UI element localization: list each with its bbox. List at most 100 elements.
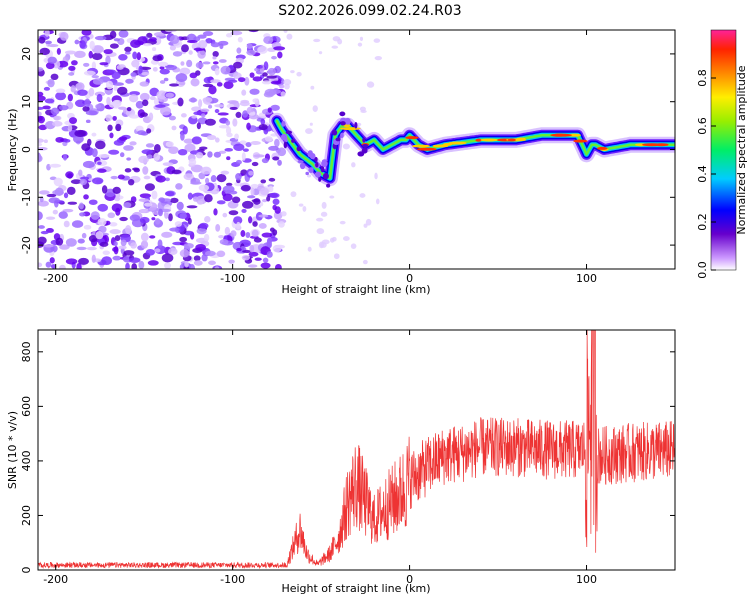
spectrogram-noise-blob [67,124,73,132]
spectrogram-noise-blob [139,81,150,87]
spectrogram-noise-blob [126,106,132,112]
spectrogram-noise-blob [146,128,152,134]
colorbar-tick-label: 0.6 [696,117,709,135]
spectrogram-noise-blob [190,181,202,185]
spectrogram-noise-blob [269,89,281,95]
spectrogram-noise-blob [52,209,58,215]
spectrogram-noise-blob [148,112,154,121]
spectrogram-noise-blob [214,137,220,143]
spectrogram-noise-blob [88,199,98,205]
spectrogram-noise-blob [268,145,279,151]
spectrogram-noise-blob [118,53,128,61]
spectrogram-noise-blob [326,183,331,188]
spectrogram-noise-blob [242,200,254,209]
spectrogram-noise-blob [299,162,306,170]
spectrogram-noise-blob [200,166,212,175]
snr-ytick-label: 0 [20,567,33,574]
spectrogram-noise-blob [39,47,50,56]
spectrogram-noise-blob [98,154,110,158]
spectrogram-noise-blob [71,220,84,228]
spectrogram-noise-blob [95,104,102,109]
spectrogram-noise-blob [216,250,226,258]
spectrogram-noise-blob [374,56,382,61]
spectrogram-noise-blob [38,138,45,143]
spectrogram-noise-blob [38,200,49,207]
spectrogram-noise-blob [198,184,210,192]
spectrogram-noise-blob [145,143,155,148]
spectrogram-noise-blob [339,220,346,225]
spectrogram-noise-blob [82,105,90,112]
spectrogram-noise-blob [278,221,285,228]
spectrogram-noise-blob [257,46,268,54]
spectrogram-noise-blob [107,124,113,132]
spectrogram-noise-blob [296,146,302,152]
spectrogram-noise-blob [354,121,358,129]
spectrogram-noise-blob [202,31,214,37]
spectrogram-noise-blob [277,51,283,59]
spectrogram-noise-blob [38,115,46,124]
spectrogram-noise-blob [197,49,206,59]
spectrogram-noise-blob [234,133,239,140]
spectrogram-noise-blob [233,61,243,69]
figure-title: S202.2026.099.02.24.R03 [278,3,461,19]
spectrogram-noise-blob [180,61,185,66]
spectrogram-noise-blob [235,173,242,181]
spectrogram-noise-blob [188,97,198,103]
spectrogram-noise-blob [38,95,46,102]
spectrogram-noise-blob [70,179,82,185]
spectrogram-noise-blob [148,37,157,42]
spectrogram-noise-blob [184,260,189,268]
spectrogram-noise-blob [248,216,253,224]
spectrogram-noise-blob [165,177,170,182]
spectrogram-noise-blob [130,72,137,77]
spectrogram-noise-blob [118,106,127,110]
spectrogram-noise-blob [261,232,273,238]
spectrogram-noise-blob [109,222,118,227]
spectrogram-noise-blob [168,146,179,155]
spectrogram-noise-blob [118,245,127,250]
spectrogram-noise-blob [251,229,259,237]
spectrogram-noise-blob [280,211,287,217]
spectrogram-noise-blob [266,75,278,79]
spectrogram-noise-blob [81,232,87,239]
spectrogram-ylabel: Frequency (Hz) [6,109,19,192]
spectrogram-noise-blob [216,174,227,183]
spectrogram-noise-blob [114,197,121,202]
spectrogram-noise-blob [39,196,44,203]
spectrogram-noise-blob [91,254,96,263]
spectrogram-noise-blob [65,258,78,265]
spectrogram-noise-blob [82,160,95,169]
spectrogram-noise-blob [92,78,104,85]
spectrogram-noise-blob [180,132,185,141]
spectrogram-noise-blob [98,225,107,234]
spectrogram-noise-blob [56,47,61,55]
spectrogram-xlabel: Height of straight line (km) [281,283,430,296]
spectrogram-noise-blob [59,244,70,250]
spectrogram-noise-blob [146,32,153,38]
spectrogram-noise-blob [66,186,76,196]
spectrogram-noise-blob [109,132,114,139]
spectrogram-noise-blob [51,120,63,127]
spectrogram-noise-blob [261,80,272,85]
spectrogram-noise-blob [171,125,177,131]
spectrogram-noise-blob [151,190,158,200]
spectrogram-noise-blob [259,187,269,196]
spectrogram-noise-blob [109,43,119,49]
spectrogram-noise-blob [197,34,207,39]
spectrogram-noise-blob [208,104,213,109]
spectrogram-hotspot [507,138,516,142]
spectrogram-noise-blob [305,128,313,135]
spectrogram-noise-blob [375,198,380,205]
spectrogram-hotspot [475,138,482,142]
spectrogram-noise-blob [205,177,210,184]
spectrogram-noise-blob [321,201,327,209]
spectrogram-noise-blob [226,156,231,161]
spectrogram-noise-blob [113,245,119,255]
spectrogram-noise-blob [146,154,153,160]
spectrogram-noise-blob [109,30,117,39]
spectrogram-noise-blob [64,50,77,55]
spectrogram-noise-blob [54,187,64,197]
spectrogram-noise-blob [44,30,50,37]
spectrogram-noise-blob [283,79,292,86]
